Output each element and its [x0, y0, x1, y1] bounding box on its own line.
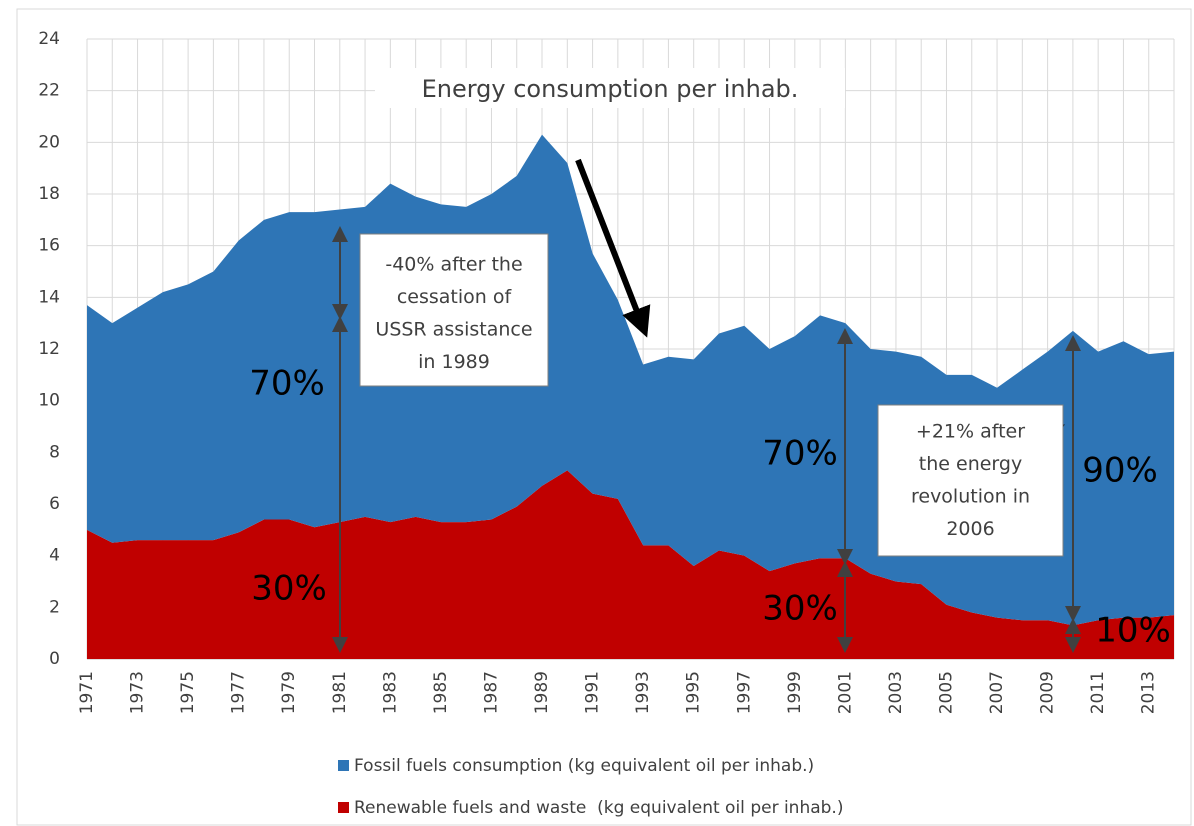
note-text: in 1989 — [418, 351, 490, 373]
note-text: USSR assistance — [375, 319, 532, 341]
percent-label: 70% — [762, 434, 838, 474]
y-tick-label: 20 — [38, 132, 60, 152]
x-tick-label: 1989 — [532, 671, 552, 714]
percent-label: 10% — [1095, 611, 1171, 651]
x-tick-label: 2009 — [1038, 671, 1058, 714]
y-tick-label: 12 — [38, 339, 60, 359]
x-tick-label: 1975 — [178, 671, 198, 714]
legend-label: Renewable fuels and waste (kg equivalent… — [354, 798, 843, 818]
x-tick-label: 1985 — [431, 671, 451, 714]
y-tick-label: 0 — [49, 649, 60, 669]
x-tick-label: 2011 — [1088, 671, 1108, 714]
x-tick-label: 2003 — [886, 671, 906, 714]
y-tick-label: 22 — [38, 81, 60, 101]
note-box — [359, 233, 549, 387]
title-box — [375, 68, 845, 108]
x-tick-label: 1999 — [785, 671, 805, 714]
legend-swatch — [338, 802, 349, 813]
y-tick-label: 24 — [38, 29, 60, 49]
y-tick-label: 16 — [38, 236, 60, 256]
percent-label: 30% — [251, 569, 327, 609]
legend-swatch — [338, 760, 349, 771]
chart-title: Energy consumption per inhab. — [422, 75, 799, 103]
y-tick-label: 2 — [49, 597, 60, 617]
x-tick-label: 1993 — [633, 671, 653, 714]
percent-label: 30% — [762, 589, 838, 629]
percent-label: 90% — [1082, 451, 1158, 491]
trend-arrow — [575, 158, 651, 338]
y-tick-label: 18 — [38, 184, 60, 204]
y-tick-label: 6 — [49, 494, 60, 514]
x-tick-label: 1983 — [380, 671, 400, 714]
x-tick-label: 1979 — [279, 671, 299, 714]
note-text: 2006 — [946, 518, 994, 540]
y-tick-label: 10 — [38, 391, 60, 411]
y-tick-label: 4 — [49, 546, 60, 566]
y-tick-label: 14 — [38, 287, 60, 307]
note-box — [877, 404, 1064, 557]
x-tick-label: 1971 — [77, 671, 97, 714]
note-text: -40% after the — [385, 254, 522, 276]
x-tick-label: 1991 — [583, 671, 603, 714]
x-tick-label: 1997 — [734, 671, 754, 714]
x-tick-label: 1995 — [684, 671, 704, 714]
x-tick-label: 1981 — [330, 671, 350, 714]
x-tick-label: 2007 — [987, 671, 1007, 714]
x-tick-label: 2013 — [1139, 671, 1159, 714]
note-text: cessation of — [397, 286, 513, 308]
x-tick-label: 1977 — [229, 671, 249, 714]
x-tick-label: 1973 — [128, 671, 148, 714]
x-tick-label: 2001 — [835, 671, 855, 714]
x-tick-label: 2005 — [936, 671, 956, 714]
note-text: +21% after — [916, 421, 1025, 443]
note-text: revolution in — [911, 486, 1030, 508]
x-tick-label: 1987 — [481, 671, 501, 714]
note-text: the energy — [919, 453, 1022, 475]
area — [87, 470, 1174, 659]
percent-label: 70% — [249, 364, 325, 404]
legend-label: Fossil fuels consumption (kg equivalent … — [354, 756, 814, 776]
y-tick-label: 8 — [49, 442, 60, 462]
